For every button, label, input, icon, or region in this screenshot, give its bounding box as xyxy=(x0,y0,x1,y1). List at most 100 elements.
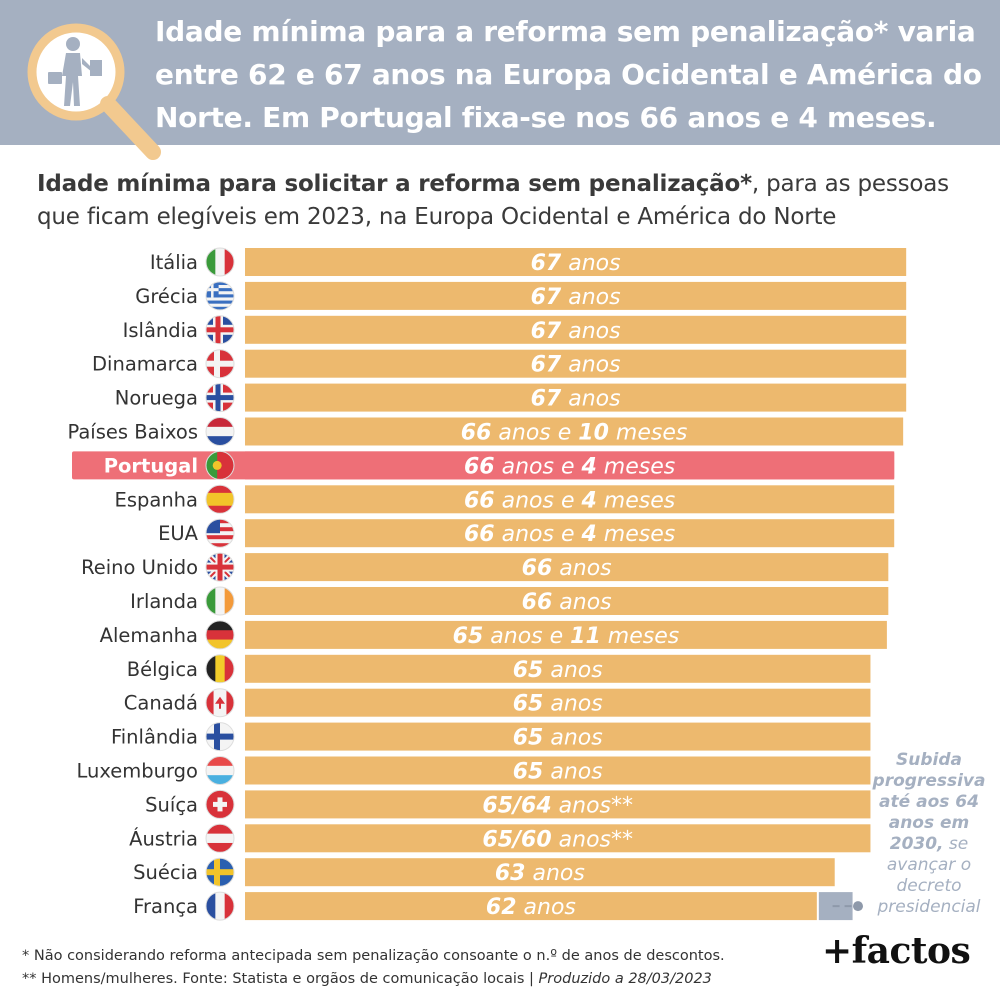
bar xyxy=(245,485,895,514)
bar xyxy=(245,248,907,276)
norway-flag-icon xyxy=(205,383,235,413)
value-label: 65 anos xyxy=(513,692,603,717)
bar xyxy=(245,824,871,853)
spain-flag-icon xyxy=(205,484,235,514)
italy-flag-icon xyxy=(205,247,235,277)
value-label: 65 anos xyxy=(513,760,603,785)
bar xyxy=(245,383,907,412)
magnifier-retiree-icon xyxy=(27,23,161,160)
country-label: Suécia xyxy=(133,861,198,884)
bar xyxy=(245,688,871,717)
bar xyxy=(245,756,871,785)
value-label: 66 anos e 4 meses xyxy=(464,522,675,547)
bar xyxy=(245,587,889,615)
value-label: 67 anos xyxy=(531,319,621,344)
bar-row: Noruega 67 anos xyxy=(115,383,907,413)
france-flag-icon xyxy=(205,891,235,921)
france-side-note: Subida progressiva até aos 64 anos em 20… xyxy=(866,750,992,918)
side-note-rest: se avançar o decreto presidencial xyxy=(877,834,981,917)
footnote-1: * Não considerando reforma antecipada se… xyxy=(22,948,725,964)
finland-flag-icon xyxy=(205,722,235,752)
bar-row: Áustria 65/60 anos** xyxy=(129,823,871,853)
bar-row: Portugal 66 anos e 4 meses xyxy=(72,450,895,480)
luxembourg-flag-icon xyxy=(205,756,235,785)
country-label: Alemanha xyxy=(100,624,198,647)
value-label: 65 anos e 11 meses xyxy=(453,624,680,649)
bar-row: Suécia 63 anos xyxy=(133,857,835,887)
bar xyxy=(245,349,907,378)
value-label: 67 anos xyxy=(531,251,621,276)
belgium-flag-icon xyxy=(205,654,235,684)
country-label: Reino Unido xyxy=(81,556,198,579)
bar xyxy=(245,858,835,887)
bar xyxy=(245,553,889,582)
ireland-flag-icon xyxy=(205,586,235,616)
value-label: 65 anos xyxy=(513,658,603,683)
bar-row: Reino Unido 66 anos xyxy=(81,552,889,582)
iceland-flag-icon xyxy=(205,315,235,345)
bar-row: Irlanda 66 anos xyxy=(130,586,889,616)
germany-flag-icon xyxy=(205,620,235,650)
country-label: Bélgica xyxy=(127,658,198,681)
switzerland-flag-icon xyxy=(205,789,235,819)
austria-flag-icon xyxy=(205,823,235,853)
bar-chart: Itália 67 anos Grécia 67 anos Islândia 67 ano… xyxy=(67,247,907,921)
country-label: EUA xyxy=(158,522,199,545)
bar xyxy=(245,451,895,480)
country-label: Grécia xyxy=(135,285,198,308)
sweden-flag-icon xyxy=(205,857,235,887)
factos-logo: +factos xyxy=(822,930,971,972)
country-label: Itália xyxy=(150,251,198,274)
subtitle-rest: , para as pessoas que ficam elegíveis em… xyxy=(37,171,949,230)
canada-flag-icon xyxy=(205,688,235,718)
value-label: 66 anos xyxy=(522,590,612,615)
value-label: 66 anos e 4 meses xyxy=(464,488,675,513)
uk-flag-icon xyxy=(205,552,235,582)
value-label: 67 anos xyxy=(531,285,621,310)
bar-row: França 62 anos xyxy=(133,891,863,921)
bar xyxy=(245,519,895,548)
header-title: Idade mínima para a reforma sem penaliza… xyxy=(155,15,982,134)
country-label: Países Baixos xyxy=(67,421,198,444)
netherlands-flag-icon xyxy=(205,417,235,446)
bar xyxy=(245,892,817,921)
footnote-2: ** Homens/mulheres. Fonte: Statista e or… xyxy=(22,968,822,991)
country-label: Irlanda xyxy=(130,590,198,613)
country-label: Espanha xyxy=(115,488,198,511)
bar-row: Espanha 66 anos e 4 meses xyxy=(115,484,895,514)
value-label: 65/64 anos** xyxy=(482,793,633,818)
connector-dot xyxy=(853,901,863,912)
subtitle-bold: Idade mínima para solicitar a reforma se… xyxy=(37,171,752,197)
bar xyxy=(245,281,907,310)
value-label: 65 anos xyxy=(513,726,603,751)
bar xyxy=(245,654,871,683)
value-label: 66 anos xyxy=(522,556,612,581)
bar-row: Luxemburgo 65 anos xyxy=(76,756,871,785)
value-label: 67 anos xyxy=(531,387,621,412)
bar xyxy=(245,417,904,446)
bar-row: Suíça 65/64 anos** xyxy=(145,789,871,819)
country-label: Luxemburgo xyxy=(76,760,198,783)
header-banner: Idade mínima para a reforma sem penaliza… xyxy=(0,0,1000,160)
country-label: Islândia xyxy=(123,319,198,342)
usa-flag-icon xyxy=(205,518,235,548)
portugal-flag-icon xyxy=(205,450,235,480)
bar xyxy=(245,315,907,344)
bar-row: Finlândia 65 anos xyxy=(111,722,871,752)
denmark-flag-icon xyxy=(205,349,235,379)
footnote-2-date: Produzido a 28/03/2023 xyxy=(538,971,712,987)
country-label: Finlândia xyxy=(111,726,198,749)
footnote-2-main: ** Homens/mulheres. Fonte: Statista e or… xyxy=(22,971,539,987)
bar-row: Alemanha 65 anos e 11 meses xyxy=(100,620,887,650)
chart-subtitle: Idade mínima para solicitar a reforma se… xyxy=(37,168,977,234)
side-note-bold: Subida progressiva até aos 64 anos em 20… xyxy=(872,750,986,854)
greece-flag-icon xyxy=(205,281,235,311)
bar-row: Canadá 65 anos xyxy=(124,688,871,718)
country-label: Portugal xyxy=(104,454,198,477)
bar-row: Países Baixos 66 anos e 10 meses xyxy=(67,417,904,446)
country-label: Canadá xyxy=(124,692,198,715)
bar xyxy=(245,722,871,751)
value-label: 67 anos xyxy=(531,353,621,378)
bar-row: EUA 66 anos e 4 meses xyxy=(158,518,895,548)
bar-row: Itália 67 anos xyxy=(150,247,907,277)
